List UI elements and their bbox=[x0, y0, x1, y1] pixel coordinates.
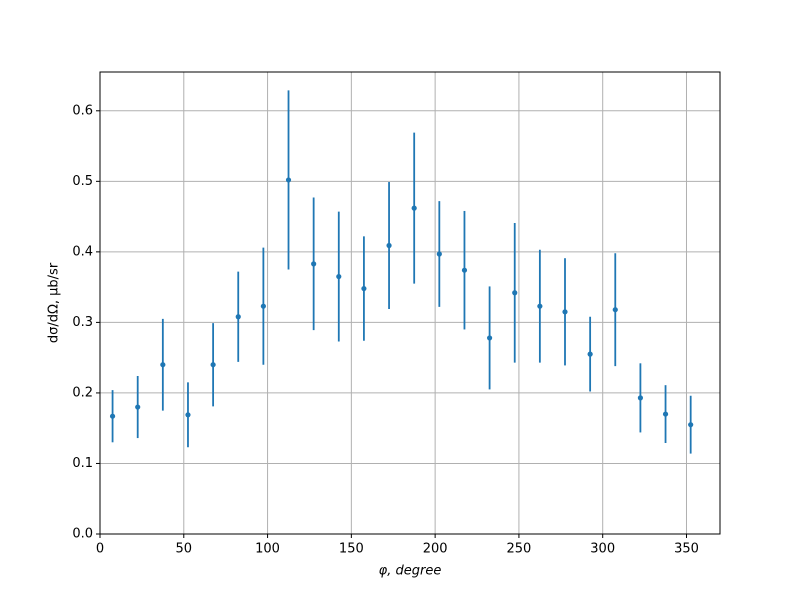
data-point bbox=[109, 413, 116, 419]
data-point bbox=[436, 251, 442, 257]
y-tick-label: 0.1 bbox=[72, 456, 93, 471]
data-point bbox=[285, 177, 292, 183]
y-tick-label: 0.5 bbox=[72, 174, 93, 189]
data-point bbox=[160, 362, 166, 368]
data-point bbox=[512, 290, 518, 296]
x-tick-label: 0 bbox=[96, 542, 104, 557]
y-tick-label: 0.4 bbox=[72, 244, 93, 259]
y-tick-label: 0.6 bbox=[72, 103, 93, 118]
data-point bbox=[688, 422, 694, 428]
data-point bbox=[662, 411, 669, 417]
data-point bbox=[336, 273, 342, 280]
data-point bbox=[361, 285, 367, 292]
x-tick-label: 200 bbox=[423, 542, 448, 557]
data-point bbox=[537, 303, 543, 309]
data-point bbox=[185, 412, 191, 418]
y-tick-label: 0.0 bbox=[72, 527, 93, 542]
y-tick-label: 0.3 bbox=[72, 315, 93, 330]
x-tick-label: 250 bbox=[507, 542, 532, 557]
x-tick-label: 150 bbox=[339, 542, 364, 557]
data-point bbox=[612, 307, 618, 313]
data-point bbox=[486, 335, 493, 341]
data-point bbox=[461, 267, 468, 273]
data-point bbox=[311, 261, 317, 267]
data-point bbox=[411, 205, 417, 211]
y-tick-label: 0.2 bbox=[72, 385, 93, 400]
data-point bbox=[260, 303, 266, 309]
x-tick-label: 100 bbox=[255, 542, 280, 557]
data-point bbox=[210, 362, 216, 368]
data-point bbox=[235, 314, 241, 320]
data-point bbox=[562, 309, 568, 315]
data-point bbox=[135, 404, 141, 410]
x-axis-label: φ, degree bbox=[379, 564, 442, 579]
x-tick-label: 350 bbox=[674, 542, 699, 557]
x-tick-label: 300 bbox=[590, 542, 615, 557]
y-axis-label: dσ/dΩ, μb/sr bbox=[47, 262, 62, 343]
plot-frame bbox=[99, 71, 721, 535]
data-point bbox=[637, 395, 644, 401]
x-tick-label: 50 bbox=[176, 542, 193, 557]
data-point bbox=[386, 242, 392, 249]
data-point bbox=[587, 351, 593, 357]
